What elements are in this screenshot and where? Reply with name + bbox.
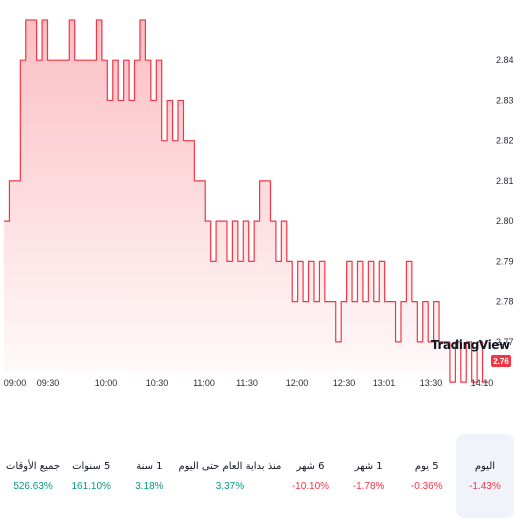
period-tab[interactable]: 5 يوم -0.36% bbox=[398, 434, 456, 518]
period-change-value: -0.36% bbox=[410, 480, 443, 492]
y-tick-label: 2.80 bbox=[496, 216, 514, 226]
period-label: 1 شهر bbox=[354, 460, 383, 472]
period-change-value: -1.78% bbox=[352, 480, 385, 492]
x-tick-label: 11:00 bbox=[193, 378, 215, 388]
period-tab[interactable]: 1 شهر -1.78% bbox=[340, 434, 398, 518]
price-chart[interactable]: 2.842.832.822.812.802.792.782.77 09:00 09… bbox=[0, 0, 520, 395]
period-label: 5 سنوات bbox=[72, 460, 111, 472]
x-tick-label: 09:30 bbox=[37, 378, 60, 388]
period-tab[interactable]: 5 سنوات 161.10% bbox=[62, 434, 120, 518]
y-tick-label: 2.84 bbox=[496, 55, 514, 65]
x-tick-label: 10:00 bbox=[95, 378, 118, 388]
x-axis: 09:00 09:30 10:00 10:30 11:00 11:30 12:00 12:30… bbox=[4, 378, 494, 388]
period-change-value: -1.43% bbox=[469, 480, 501, 492]
last-price-badge: 2.76 bbox=[491, 355, 511, 367]
period-tab[interactable]: 1 سنة 3.18% bbox=[120, 434, 178, 518]
last-price-label: 2.76 bbox=[493, 357, 509, 366]
y-tick-label: 2.83 bbox=[496, 95, 514, 105]
y-tick-label: 2.77 bbox=[496, 337, 514, 347]
x-tick-label: 14:10 bbox=[471, 378, 494, 388]
performance-periods: اليوم -1.43% 5 يوم -0.36% 1 شهر -1.78% 6 شهر -1… bbox=[0, 434, 520, 520]
period-tab[interactable]: 6 شهر -10.10% bbox=[281, 434, 339, 518]
tradingview-logo[interactable]: TradingView bbox=[428, 334, 510, 356]
period-change-value: 3.18% bbox=[135, 480, 164, 492]
x-tick-label: 09:00 bbox=[4, 378, 27, 388]
x-tick-label: 11:30 bbox=[236, 378, 258, 388]
y-tick-label: 2.79 bbox=[496, 256, 514, 266]
price-line bbox=[4, 19, 488, 383]
x-tick-label: 12:30 bbox=[333, 378, 356, 388]
period-label: 5 يوم bbox=[414, 460, 439, 472]
y-tick-label: 2.78 bbox=[496, 297, 514, 307]
y-tick-label: 2.81 bbox=[496, 176, 514, 186]
period-label: منذ بداية العام حتى اليوم bbox=[178, 460, 282, 472]
period-label: 6 شهر bbox=[296, 460, 325, 472]
x-tick-label: 13:01 bbox=[373, 378, 396, 388]
price-area-fill bbox=[4, 19, 488, 383]
period-tab[interactable]: اليوم -1.43% bbox=[455, 434, 514, 518]
x-tick-label: 10:30 bbox=[146, 378, 169, 388]
period-change-value: -10.10% bbox=[291, 480, 330, 492]
x-tick-label: 12:00 bbox=[286, 378, 309, 388]
period-label: جميع الأوقات bbox=[6, 460, 61, 472]
y-tick-label: 2.82 bbox=[496, 136, 514, 146]
y-axis: 2.84 2.83 2.82 2.81 2.80 2.79 2.78 2.77 bbox=[496, 55, 514, 347]
period-change-value: 526.63% bbox=[13, 480, 53, 492]
period-label: 1 سنة bbox=[136, 460, 163, 472]
period-change-value: 161.10% bbox=[71, 480, 111, 492]
tradingview-logo-text: TradingView bbox=[431, 338, 510, 352]
period-label: اليوم bbox=[474, 460, 496, 472]
period-tab[interactable]: منذ بداية العام حتى اليوم 3.37% bbox=[178, 434, 281, 518]
x-tick-label: 13:30 bbox=[420, 378, 443, 388]
period-change-value: 3.37% bbox=[215, 480, 245, 492]
period-tab[interactable]: جميع الأوقات 526.63% bbox=[4, 434, 62, 518]
